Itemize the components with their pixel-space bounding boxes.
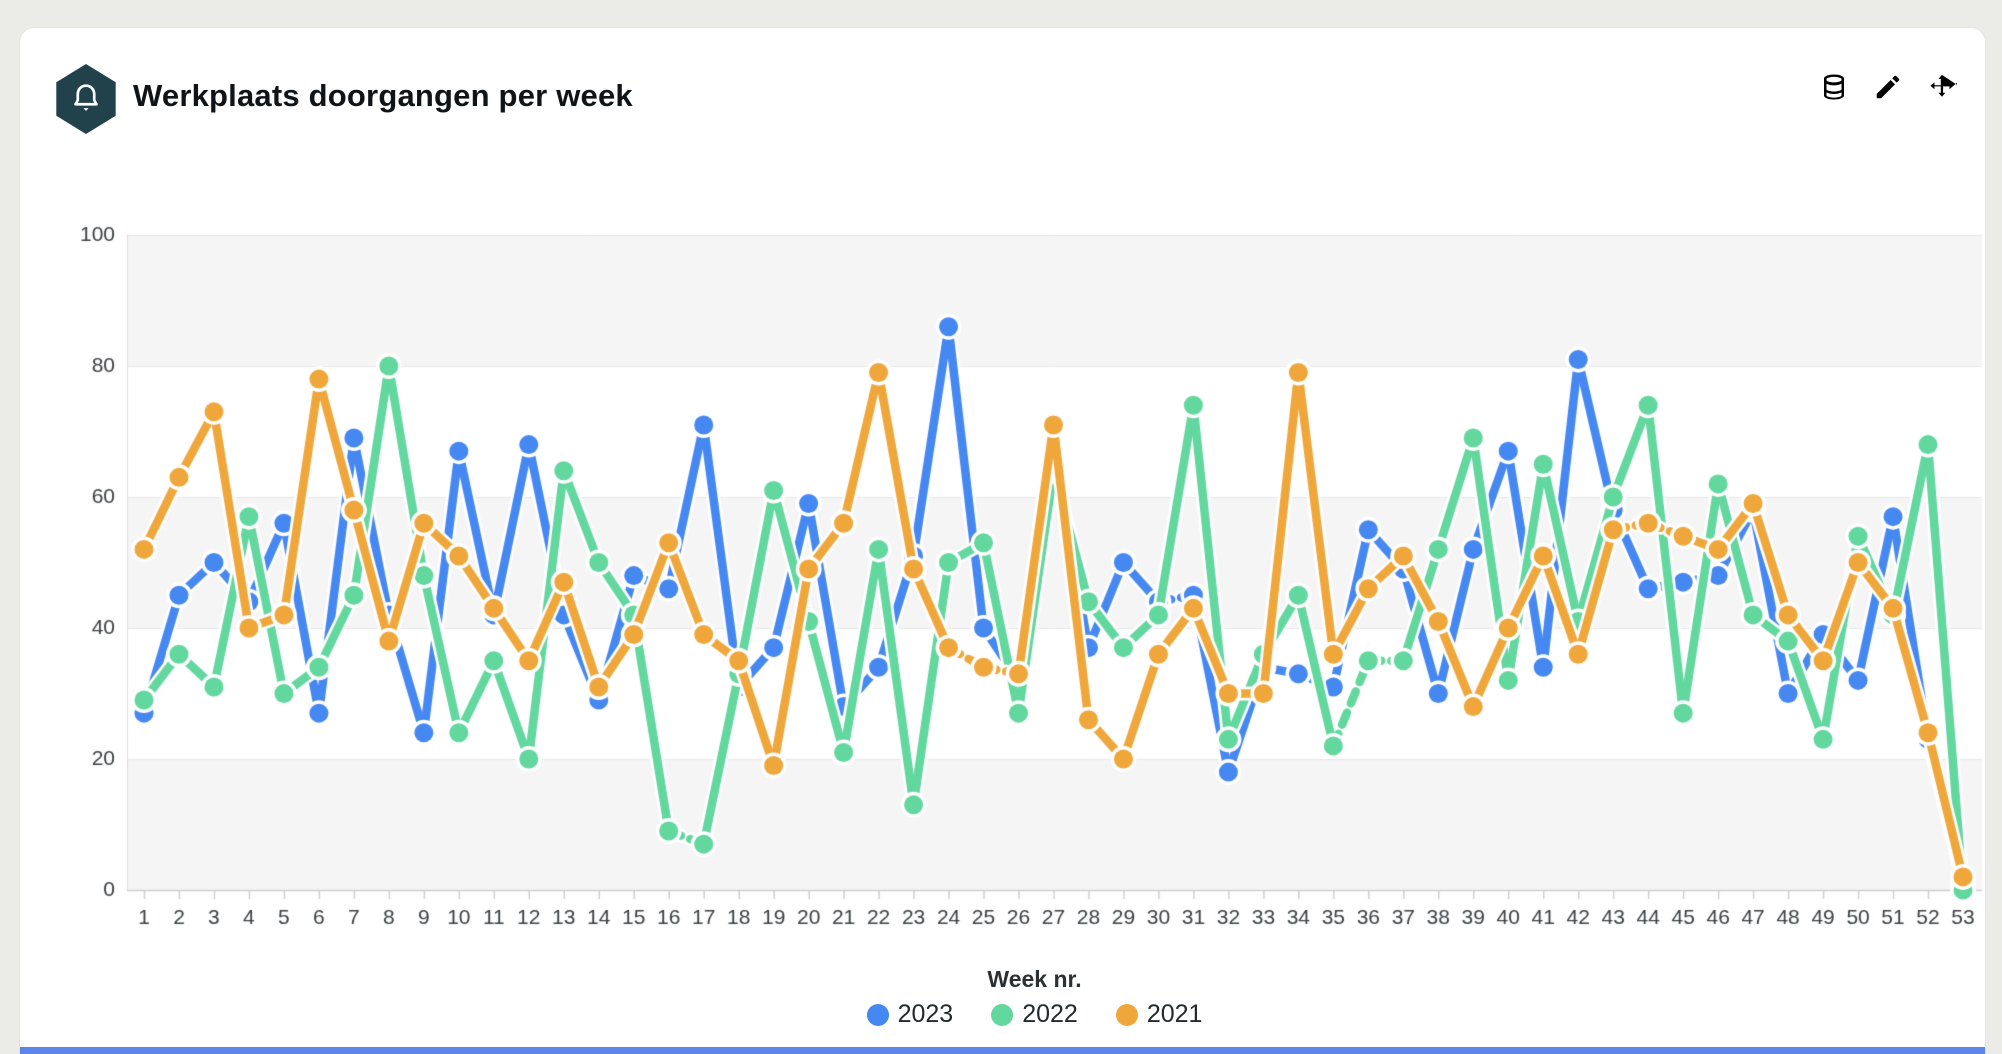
card-header: Werkplaats doorgangen per week [20, 28, 1985, 134]
legend-label-2021: 2021 [1146, 1000, 1203, 1028]
legend-dot-2021 [1115, 1003, 1138, 1026]
chart-legend: 2023 2022 2021 [107, 1000, 1962, 1029]
legend-item-2021[interactable]: 2021 [1115, 1000, 1203, 1029]
legend-item-2023[interactable]: 2023 [866, 1000, 954, 1029]
page-title: Werkplaats doorgangen per week [133, 78, 633, 113]
bottom-accent-bar [20, 1047, 1985, 1054]
legend-label-2022: 2022 [1022, 1000, 1078, 1028]
database-icon[interactable] [1819, 72, 1849, 102]
legend-label-2023: 2023 [897, 1000, 954, 1028]
bell-icon [74, 84, 98, 112]
legend-item-2022[interactable]: 2022 [991, 1000, 1078, 1029]
move-icon[interactable] [1927, 72, 1958, 102]
toolbar [1819, 72, 1958, 102]
chart-card: Werkplaats doorgangen per week Week nr. [20, 28, 2000, 1054]
edit-pencil-icon[interactable] [1873, 72, 1903, 102]
line-chart-canvas[interactable] [45, 168, 2000, 948]
legend-dot-2022 [991, 1003, 1014, 1026]
x-axis-title: Week nr. [987, 966, 1082, 992]
legend-dot-2023 [866, 1003, 889, 1026]
bell-hexagon-icon [56, 64, 116, 134]
